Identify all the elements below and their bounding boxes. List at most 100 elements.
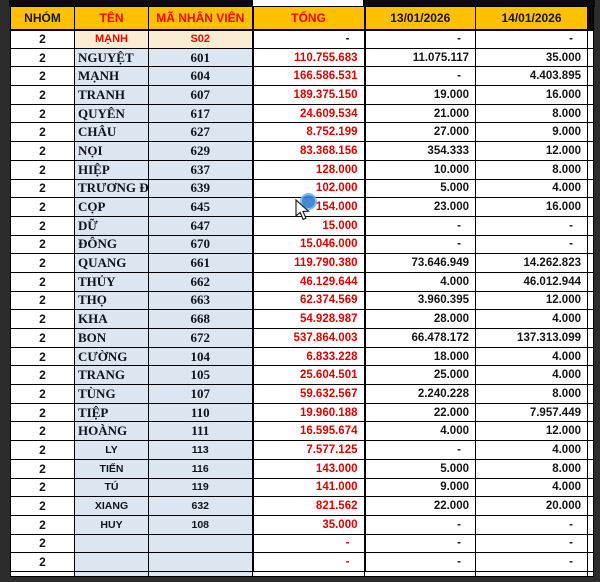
d1-cell[interactable]: -	[364, 440, 476, 460]
nhom-cell[interactable]: 2	[10, 215, 75, 236]
tong-cell[interactable]: 110.755.683	[251, 47, 366, 68]
d1-cell[interactable]: 10.000	[364, 159, 476, 180]
nhom-cell[interactable]: 2	[10, 477, 75, 498]
d2-cell[interactable]: 12.000	[475, 290, 588, 311]
d2-cell[interactable]: -	[475, 514, 588, 535]
ma-cell[interactable]: S02	[148, 29, 253, 49]
ma-cell[interactable]: 604	[148, 66, 253, 87]
nhom-cell[interactable]: 2	[10, 197, 75, 217]
ma-cell[interactable]: 107	[148, 384, 253, 404]
tong-cell[interactable]: 8.752.199	[251, 122, 366, 143]
nhom-cell[interactable]: 2	[10, 66, 75, 87]
tong-cell[interactable]: 821.562	[251, 496, 366, 516]
nhom-cell[interactable]: 2	[10, 47, 75, 68]
d1-cell[interactable]: 21.000	[364, 103, 476, 124]
d1-cell[interactable]: -	[364, 514, 476, 535]
d1-cell[interactable]: 2.240.228	[364, 384, 476, 404]
ma-cell[interactable]: 627	[148, 122, 253, 143]
d1-cell[interactable]: 25.000	[364, 365, 476, 386]
d1-cell[interactable]: 19.000	[364, 85, 476, 105]
ma-cell[interactable]: 111	[148, 421, 253, 442]
nhom-cell[interactable]: 2	[10, 552, 75, 572]
tong-cell[interactable]: 19.960.188	[251, 402, 366, 423]
nhom-cell[interactable]: 2	[10, 421, 75, 442]
tong-cell[interactable]: 128.000	[251, 159, 366, 180]
ma-cell[interactable]: 629	[148, 141, 253, 161]
d1-cell[interactable]: 5.000	[364, 178, 476, 199]
d2-cell[interactable]: 4.000	[475, 309, 588, 329]
ten-cell[interactable]: MẠNH	[74, 66, 149, 87]
ten-cell[interactable]: TRƯƠNG Đ	[74, 178, 149, 199]
ten-cell[interactable]: DỮ	[74, 215, 149, 236]
ten-cell[interactable]: NỌI	[74, 141, 149, 161]
nhom-cell[interactable]: 2	[10, 496, 75, 516]
nhom-cell[interactable]: 2	[10, 440, 75, 460]
d2-cell[interactable]: 12.000	[475, 421, 588, 442]
d1-cell[interactable]: 11.075.117	[364, 47, 476, 68]
nhom-cell[interactable]: 2	[10, 178, 75, 199]
ma-cell[interactable]: 104	[148, 346, 253, 367]
d1-cell[interactable]: 9.000	[364, 477, 476, 498]
d2-cell[interactable]: 46.012.944	[475, 271, 588, 292]
nhom-cell[interactable]: 2	[10, 533, 75, 554]
d2-cell[interactable]: -	[475, 29, 588, 49]
d1-cell[interactable]: -	[364, 215, 476, 236]
ma-cell[interactable]: 661	[148, 253, 253, 273]
ten-cell[interactable]: HIỆP	[74, 159, 149, 180]
d1-cell[interactable]: 22.000	[364, 496, 476, 516]
d1-cell[interactable]: 5.000	[364, 458, 476, 479]
ten-cell[interactable]: THỦY	[74, 271, 149, 292]
ma-cell[interactable]: 607	[148, 85, 253, 105]
ma-cell[interactable]: 639	[148, 178, 253, 199]
nhom-cell[interactable]: 2	[10, 514, 75, 535]
ten-cell[interactable]: HUY	[74, 514, 149, 535]
d2-cell[interactable]: 35.000	[475, 47, 588, 68]
ten-cell[interactable]: TÚ	[74, 477, 149, 498]
ma-cell[interactable]: 108	[148, 514, 253, 535]
d2-cell[interactable]: 4.000	[475, 178, 588, 199]
d2-cell[interactable]: 4.000	[475, 440, 588, 460]
nhom-cell[interactable]: 2	[10, 159, 75, 180]
ma-cell[interactable]: 119	[148, 477, 253, 498]
ma-cell[interactable]: 647	[148, 215, 253, 236]
d1-cell[interactable]: -	[364, 66, 476, 87]
ma-cell[interactable]: 617	[148, 103, 253, 124]
ma-cell[interactable]: 662	[148, 271, 253, 292]
partial-cell-above-tong[interactable]	[251, 0, 365, 7]
nhom-cell[interactable]: 2	[10, 141, 75, 161]
d2-cell[interactable]: -	[475, 552, 588, 572]
ten-cell[interactable]: CỌP	[74, 197, 149, 217]
d2-cell[interactable]: 16.000	[475, 85, 588, 105]
nhom-cell[interactable]: 2	[10, 290, 75, 311]
ten-cell[interactable]	[74, 552, 149, 572]
d1-cell[interactable]: 23.000	[364, 197, 476, 217]
d2-cell[interactable]: 9.000	[475, 122, 588, 143]
nhom-cell[interactable]: 2	[10, 328, 75, 348]
tong-cell[interactable]: -	[251, 552, 366, 572]
d2-cell[interactable]: 4.000	[475, 346, 588, 367]
nhom-cell[interactable]: 2	[10, 122, 75, 143]
tong-cell[interactable]: 143.000	[251, 458, 366, 479]
ten-cell[interactable]: KHA	[74, 309, 149, 329]
tong-cell[interactable]: 15.046.000	[251, 234, 366, 255]
ma-cell[interactable]: 116	[148, 458, 253, 479]
d2-cell[interactable]: 4.000	[475, 477, 588, 498]
ten-cell[interactable]: QUANG	[74, 253, 149, 273]
ten-cell[interactable]: QUYÊN	[74, 103, 149, 124]
ten-cell[interactable]: HOÀNG	[74, 421, 149, 442]
ten-cell[interactable]: TRANG	[74, 365, 149, 386]
ten-cell[interactable]: CƯỜNG	[74, 346, 149, 367]
d2-cell[interactable]: 16.000	[475, 197, 588, 217]
d2-cell[interactable]: 20.000	[475, 496, 588, 516]
d2-cell[interactable]: 14.262.823	[475, 253, 588, 273]
tong-cell[interactable]: 166.586.531	[251, 66, 366, 87]
ma-cell[interactable]	[148, 533, 253, 554]
tong-cell[interactable]: 83.368.156	[251, 141, 366, 161]
ten-cell[interactable]: TRANH	[74, 85, 149, 105]
nhom-cell[interactable]: 2	[10, 402, 75, 423]
tong-cell[interactable]: 16.595.674	[251, 421, 366, 442]
nhom-cell[interactable]: 2	[10, 103, 75, 124]
d2-cell[interactable]: 8.000	[475, 159, 588, 180]
d1-cell[interactable]: 354.333	[364, 141, 476, 161]
d2-cell[interactable]: 7.957.449	[475, 402, 588, 423]
